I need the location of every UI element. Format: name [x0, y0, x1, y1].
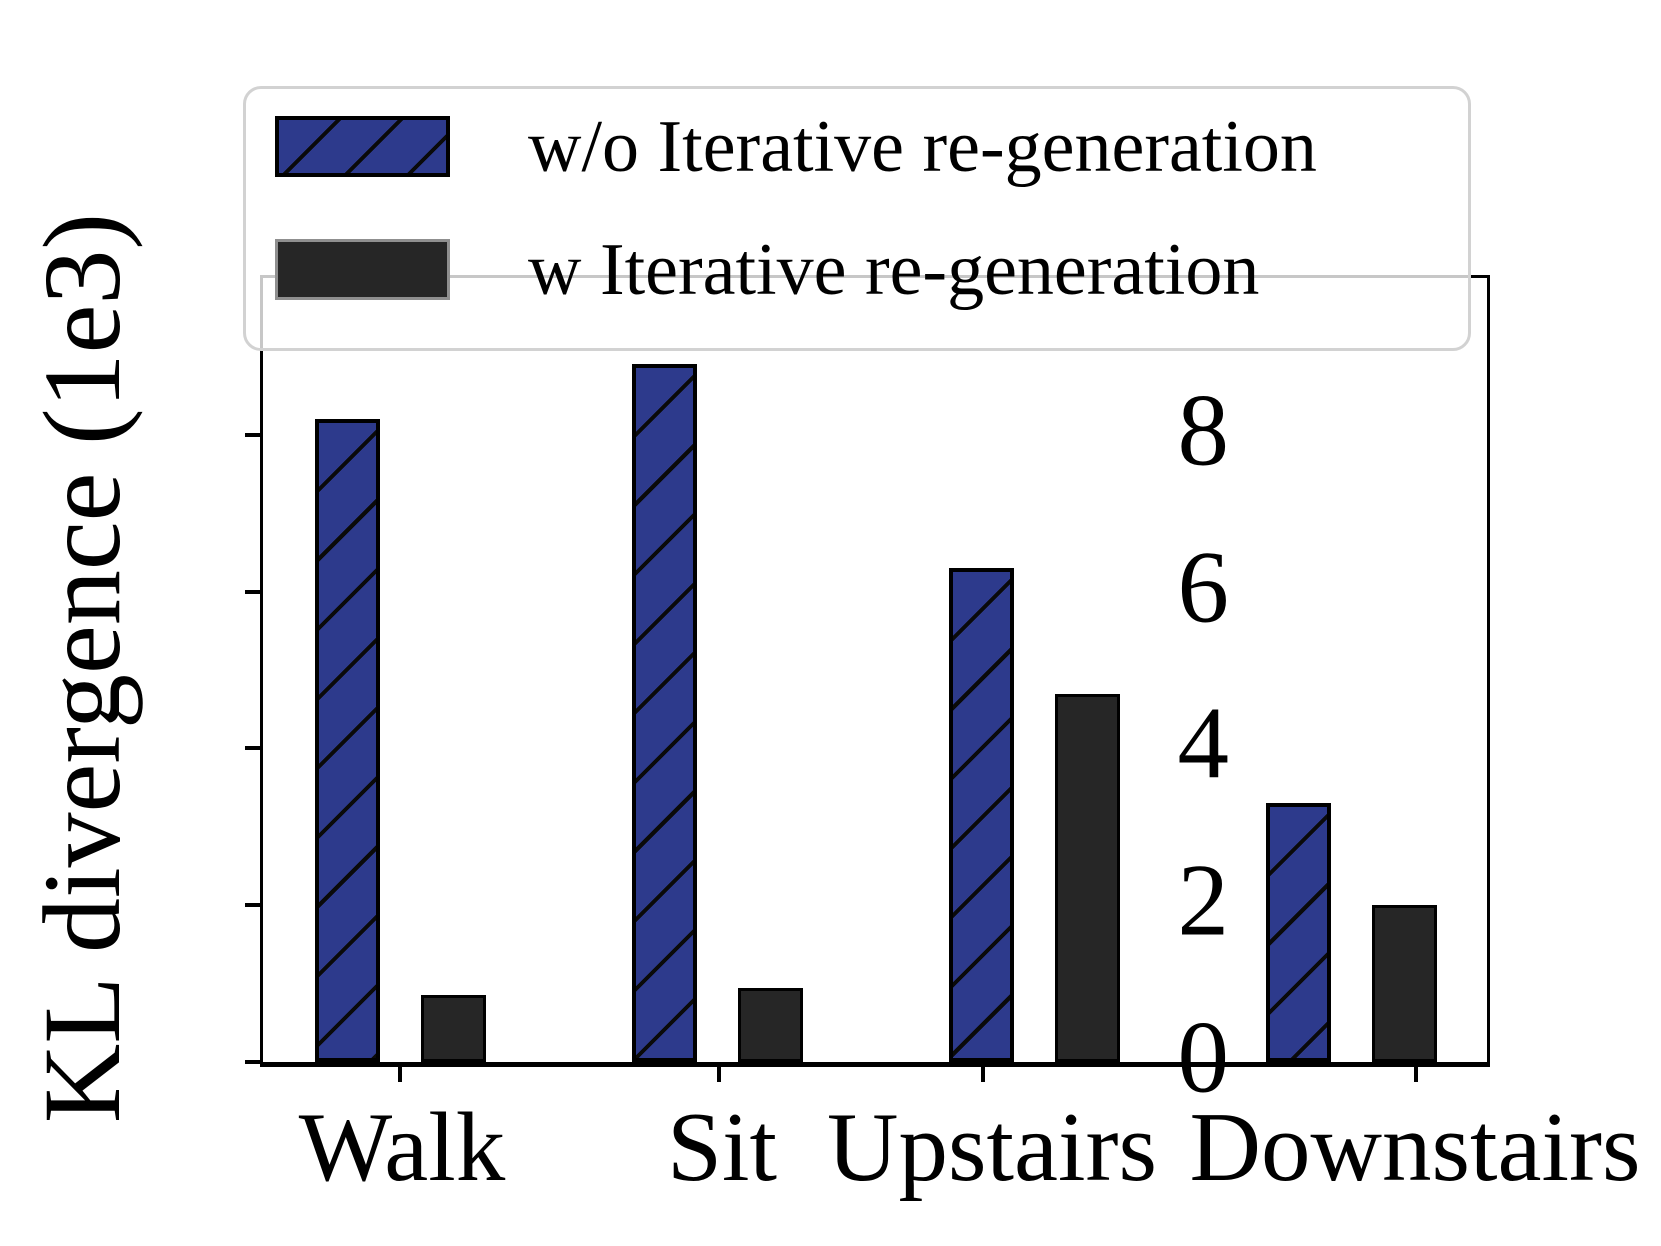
- x-tick-label-downstairs: Downstairs: [1189, 1093, 1641, 1202]
- bar-downstairs-without: [1265, 803, 1331, 1062]
- legend-label-with: w Iterative re-generation: [528, 229, 1260, 311]
- legend-swatch-solid-icon: [275, 239, 450, 300]
- y-tick-label-4: 4: [1177, 686, 1230, 801]
- y-tick-label-8: 8: [1177, 373, 1230, 488]
- x-tick-downstairs: [1414, 1067, 1418, 1082]
- y-tick-label-0: 0: [1177, 1000, 1230, 1115]
- y-tick-0: [245, 1060, 260, 1064]
- y-tick-6: [245, 589, 260, 594]
- bar-upstairs-without: [948, 568, 1014, 1062]
- y-tick-4: [245, 746, 260, 751]
- bar-sit-without: [631, 364, 697, 1062]
- y-tick-8: [245, 432, 260, 437]
- legend: w/o Iterative re-generation w Iterative …: [243, 86, 1471, 351]
- y-tick-label-6: 6: [1177, 529, 1230, 644]
- bar-sit-with: [737, 988, 803, 1062]
- plot-area: [260, 275, 1490, 1067]
- x-tick-sit: [717, 1067, 721, 1082]
- x-tick-label-sit: Sit: [666, 1093, 778, 1202]
- x-tick-label-upstairs: Upstairs: [827, 1093, 1157, 1202]
- bar-downstairs-with: [1371, 905, 1437, 1062]
- legend-swatch-hatched-icon: [275, 116, 450, 177]
- y-tick-2: [245, 903, 260, 908]
- x-tick-walk: [398, 1067, 402, 1082]
- y-axis-title: KL divergence (1e3): [21, 212, 143, 1124]
- x-tick-upstairs: [981, 1067, 985, 1082]
- x-tick-label-walk: Walk: [298, 1093, 506, 1202]
- legend-label-without: w/o Iterative re-generation: [528, 106, 1317, 188]
- bar-upstairs-with: [1054, 694, 1120, 1062]
- y-tick-label-2: 2: [1177, 843, 1230, 958]
- bar-walk-without: [314, 419, 380, 1062]
- bar-walk-with: [420, 995, 486, 1062]
